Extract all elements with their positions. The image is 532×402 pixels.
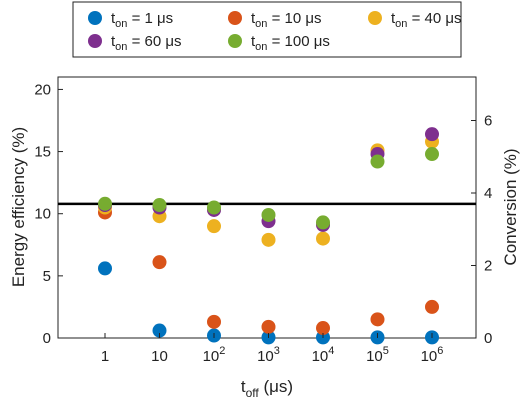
legend-entry-rest: = 40 μs	[407, 10, 461, 27]
y2-axis-title: Conversion (%)	[501, 148, 520, 265]
series	[98, 205, 439, 336]
data-point	[207, 219, 221, 234]
y2-tick-label: 4	[484, 185, 492, 202]
legend-marker	[228, 34, 242, 48]
x-tick-label: 102	[203, 345, 226, 365]
x-axis-title-sub: off	[246, 386, 260, 400]
x-axis-title-rest: (μs)	[259, 377, 293, 396]
data-point	[370, 312, 385, 327]
data-point	[261, 232, 276, 247]
legend-entry-sub: on	[115, 18, 127, 30]
x-tick-base: 10	[203, 348, 220, 365]
x-tick-base: 10	[421, 348, 438, 365]
data-point	[98, 196, 112, 211]
data-point	[261, 319, 276, 334]
legend-entry: ton = 60 μs	[111, 33, 182, 53]
legend-entry-main: t	[251, 33, 256, 50]
data-point	[207, 200, 221, 215]
series	[98, 147, 439, 230]
x-tick-exponent: 5	[383, 345, 389, 357]
legend-entry-sub: on	[395, 18, 407, 30]
legend-entry-rest: = 10 μs	[267, 10, 321, 27]
legend-entry-sub: on	[255, 41, 267, 53]
x-tick-base: 1	[101, 348, 109, 365]
x-tick-label: 105	[366, 345, 389, 365]
data-point	[152, 323, 167, 338]
legend-marker	[88, 34, 102, 48]
legend-marker	[228, 11, 242, 25]
data-point	[316, 215, 330, 230]
legend-entry-main: t	[391, 10, 396, 27]
y-tick-label: 5	[43, 268, 51, 285]
legend-entry-sub: on	[255, 18, 267, 30]
legend-entry-sub: on	[115, 41, 127, 53]
y-axis-title: Energy efficiency (%)	[9, 127, 28, 287]
data-point	[316, 231, 330, 246]
plot-area	[57, 76, 477, 339]
x-tick-label: 103	[257, 345, 280, 365]
x-tick-label: 10	[151, 348, 168, 365]
legend-entry-main: t	[111, 33, 116, 50]
x-tick-exponent: 4	[328, 345, 334, 357]
legend-entry: ton = 10 μs	[251, 10, 322, 30]
y2-tick-label: 0	[484, 330, 492, 347]
legend-marker	[368, 11, 382, 25]
y-tick-label: 10	[34, 206, 51, 223]
y2-tick-label: 6	[484, 113, 492, 130]
x-tick-base: 10	[257, 348, 274, 365]
data-point	[370, 154, 385, 169]
legend-entry-rest: = 1 μs	[127, 10, 173, 27]
x-tick-exponent: 3	[274, 345, 280, 357]
x-tick-label: 1	[101, 348, 109, 365]
y-tick-label: 20	[34, 81, 51, 98]
data-point	[152, 255, 167, 270]
legend-entry: ton = 1 μs	[111, 10, 173, 30]
legend-entry: ton = 40 μs	[391, 10, 462, 30]
legend-entry-main: t	[111, 10, 116, 27]
x-axis-title-main: t	[241, 377, 246, 396]
data-point	[261, 207, 276, 222]
legend-marker	[88, 11, 102, 25]
data-point	[98, 261, 112, 276]
x-axis-title: toff (μs)	[241, 377, 293, 400]
data-point	[425, 127, 439, 142]
x-tick-base: 10	[151, 348, 168, 365]
data-point	[425, 299, 439, 314]
data-point	[425, 147, 439, 162]
x-tick-exponent: 2	[219, 345, 225, 357]
y-tick-label: 15	[34, 144, 51, 161]
legend-box	[72, 1, 462, 58]
x-tick-base: 10	[366, 348, 383, 365]
y-tick-label: 0	[43, 330, 51, 347]
legend-entry-rest: = 100 μs	[267, 33, 329, 50]
data-point	[316, 321, 330, 336]
legend-entry: ton = 100 μs	[251, 33, 330, 53]
x-tick-base: 10	[312, 348, 329, 365]
x-tick-label: 106	[421, 345, 444, 365]
x-tick-label: 104	[312, 345, 335, 365]
data-point	[207, 314, 221, 329]
y2-tick-label: 2	[484, 258, 492, 275]
legend-entry-rest: = 60 μs	[127, 33, 181, 50]
x-tick-exponent: 6	[437, 345, 443, 357]
legend-entry-main: t	[251, 10, 256, 27]
data-point	[152, 198, 167, 213]
